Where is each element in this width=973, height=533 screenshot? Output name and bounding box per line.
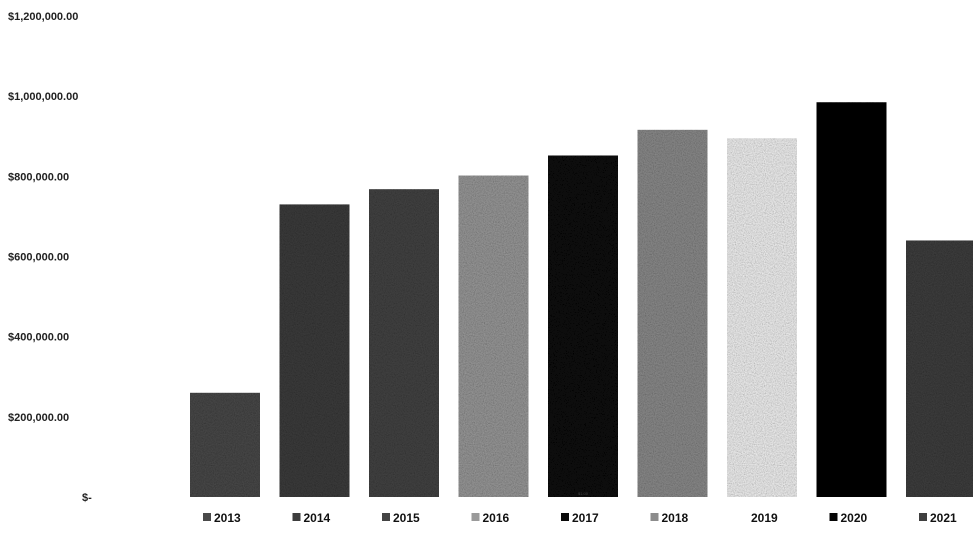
legend-swatch — [203, 513, 211, 521]
legend-swatch — [740, 513, 748, 521]
legend-item-2020: 2020 — [829, 511, 868, 525]
y-tick-label: $1,200,000.00 — [8, 11, 78, 23]
legend-swatch — [471, 513, 480, 521]
legend-item-2021: 2021 — [919, 511, 957, 525]
legend-label: 2020 — [841, 511, 868, 525]
legend: 2013 2014 2015 2016 2017 2018 2019 2020 2021 — [203, 511, 957, 525]
bars — [190, 102, 973, 498]
legend-swatch — [561, 513, 569, 521]
legend-label: 2021 — [930, 511, 957, 525]
legend-item-2014: 2014 — [292, 511, 331, 525]
legend-swatch — [919, 513, 927, 521]
bar-2019 — [727, 138, 797, 498]
legend-label: 2019 — [751, 511, 778, 525]
legend-item-2019: 2019 — [740, 511, 778, 525]
y-tick-label: $600,000.00 — [8, 252, 69, 264]
y-tick-label: $1,000,000.00 — [8, 91, 78, 103]
legend-label: 2014 — [304, 511, 331, 525]
y-tick-label: $800,000.00 — [8, 171, 69, 183]
y-axis: $- $200,000.00 $400,000.00 $600,000.00 $800,… — [8, 11, 92, 504]
bar-2021 — [906, 240, 973, 497]
bar-2016 — [458, 175, 529, 497]
y-tick-label: $- — [82, 492, 92, 504]
legend-swatch — [292, 513, 301, 521]
legend-label: 2015 — [393, 511, 420, 525]
bar-2017-small-label: $1.00 — [578, 491, 589, 496]
legend-swatch — [829, 513, 838, 521]
legend-label: 2016 — [483, 511, 510, 525]
legend-swatch — [382, 513, 390, 521]
legend-label: 2013 — [214, 511, 241, 525]
legend-item-2018: 2018 — [650, 511, 689, 525]
bar-2020 — [816, 102, 887, 497]
legend-item-2016: 2016 — [471, 511, 510, 525]
legend-item-2015: 2015 — [382, 511, 420, 525]
legend-label: 2017 — [572, 511, 599, 525]
y-tick-label: $200,000.00 — [8, 412, 69, 424]
bar-2015 — [369, 189, 439, 497]
legend-item-2013: 2013 — [203, 511, 241, 525]
bar-2013 — [190, 392, 260, 497]
legend-label: 2018 — [662, 511, 689, 525]
legend-item-2017: 2017 — [561, 511, 599, 525]
bar-2017 — [548, 155, 618, 498]
y-tick-label: $400,000.00 — [8, 332, 69, 344]
bar-2018 — [637, 129, 708, 497]
bar-2014 — [279, 204, 350, 497]
legend-swatch — [650, 513, 659, 521]
